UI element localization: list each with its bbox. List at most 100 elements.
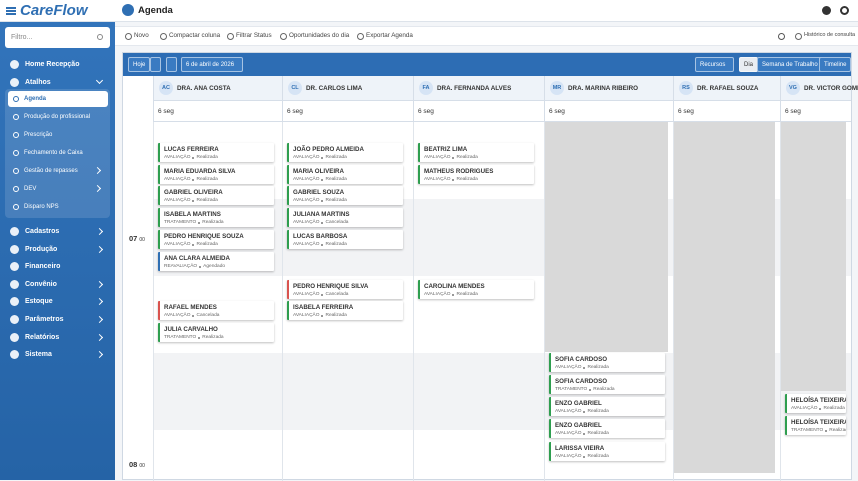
type: AVALIAÇÃO bbox=[293, 313, 320, 318]
view-button[interactable]: Dia bbox=[739, 57, 759, 72]
type: TRATAMENTO bbox=[164, 335, 197, 340]
type: AVALIAÇÃO bbox=[293, 198, 320, 203]
appointment[interactable]: ENZO GABRIEL AVALIAÇÃO Realizada bbox=[549, 419, 665, 438]
submenu-label: Fechamento de Caixa bbox=[24, 150, 83, 156]
status: Realizada bbox=[325, 313, 347, 318]
appointment[interactable]: SOFIA CARDOSO AVALIAÇÃO Realizada bbox=[549, 353, 665, 372]
menu-label: Estoque bbox=[25, 298, 53, 305]
appointment[interactable]: BEATRIZ LIMA AVALIAÇÃO Realizada bbox=[418, 143, 534, 162]
resource-header[interactable]: CL DR. CARLOS LIMA bbox=[282, 76, 413, 101]
menu-toggle[interactable] bbox=[6, 7, 16, 15]
appointment[interactable]: SOFIA CARDOSO TRATAMENTO Realizada bbox=[549, 375, 665, 394]
search[interactable]: Filtro... bbox=[5, 27, 110, 48]
toolbar-button[interactable]: Exportar Agenda bbox=[357, 32, 413, 40]
toolbar: Novo Compactar coluna Filtrar Status Oportu… bbox=[115, 26, 858, 46]
appointment-meta: AVALIAÇÃO Realizada bbox=[164, 155, 274, 160]
patient-name: CAROLINA MENDES bbox=[424, 283, 485, 290]
appointment[interactable]: LUCAS BARBOSA AVALIAÇÃO Realizada bbox=[287, 230, 403, 249]
time-label: 07 00 bbox=[129, 234, 145, 243]
menu-item[interactable]: Convênio bbox=[0, 277, 115, 293]
appointment[interactable]: GABRIEL OLIVEIRA AVALIAÇÃO Realizada bbox=[158, 186, 274, 205]
submenu-label: Gestão de repasses bbox=[24, 168, 78, 174]
appointment[interactable]: ANA CLARA ALMEIDA REAVALIAÇÃO Agendado bbox=[158, 252, 274, 271]
submenu-label: Prescrição bbox=[24, 132, 53, 138]
menu-icon bbox=[10, 262, 19, 271]
resource-header[interactable]: MR DRA. MARINA RIBEIRO bbox=[544, 76, 673, 101]
view-button[interactable]: Semana de Trabalho bbox=[757, 57, 823, 72]
submenu-label: Disparo NPS bbox=[24, 204, 59, 210]
time-label: 08 00 bbox=[129, 460, 145, 469]
patient-name: PEDRO HENRIQUE SOUZA bbox=[164, 233, 244, 240]
account[interactable] bbox=[822, 6, 831, 15]
refresh[interactable] bbox=[778, 33, 785, 40]
appointment[interactable]: HELOÍSA TEIXEIRA AVALIAÇÃO Realizada bbox=[785, 394, 846, 413]
appointment[interactable]: JOÃO PEDRO ALMEIDA AVALIAÇÃO Realizada bbox=[287, 143, 403, 162]
menu-item[interactable]: Home Recepção bbox=[0, 57, 115, 73]
prev-button[interactable] bbox=[150, 57, 161, 72]
submenu-item[interactable]: Fechamento de Caixa bbox=[8, 145, 108, 161]
brand: CareFlow bbox=[20, 2, 88, 19]
menu-item[interactable]: Sistema bbox=[0, 347, 115, 363]
menu-item[interactable]: Estoque bbox=[0, 294, 115, 310]
resources-button[interactable]: Recursos bbox=[695, 57, 734, 72]
appointment[interactable]: PEDRO HENRIQUE SILVA AVALIAÇÃO Cancelada bbox=[287, 280, 403, 299]
appointment[interactable]: ISABELA FERREIRA AVALIAÇÃO Realizada bbox=[287, 301, 403, 320]
avatar: CL bbox=[288, 81, 302, 95]
appointment[interactable]: RAFAEL MENDES AVALIAÇÃO Cancelada bbox=[158, 301, 274, 320]
submenu-icon bbox=[13, 114, 19, 120]
date-picker[interactable]: 6 de abril de 2026 bbox=[181, 57, 243, 72]
appointment[interactable]: PEDRO HENRIQUE SOUZA AVALIAÇÃO Realizada bbox=[158, 230, 274, 249]
patient-name: BEATRIZ LIMA bbox=[424, 146, 468, 153]
menu-item[interactable]: Financeiro bbox=[0, 259, 115, 275]
menu-item[interactable]: Produção bbox=[0, 242, 115, 258]
appointment[interactable]: MARIA EDUARDA SILVA AVALIAÇÃO Realizada bbox=[158, 165, 274, 184]
history-button[interactable]: Histórico de consulta bbox=[795, 32, 855, 40]
chevron bbox=[93, 184, 102, 193]
status: Realizada bbox=[829, 428, 846, 433]
status: Realizada bbox=[456, 177, 478, 182]
appointment[interactable]: HELOÍSA TEIXEIRA TRATAMENTO Realizada bbox=[785, 416, 846, 435]
menu-item[interactable]: Cadastros bbox=[0, 224, 115, 240]
submenu-item[interactable]: Produção do profissional bbox=[8, 109, 108, 125]
toolbar-button[interactable]: Oportunidades do dia bbox=[280, 32, 349, 40]
menu-item[interactable]: Relatórios bbox=[0, 330, 115, 346]
submenu-item[interactable]: DEV bbox=[8, 181, 108, 197]
appointment-meta: AVALIAÇÃO Cancelada bbox=[164, 313, 274, 318]
appointment[interactable]: MATHEUS RODRIGUES AVALIAÇÃO Realizada bbox=[418, 165, 534, 184]
day-label: 6 seg bbox=[153, 101, 282, 122]
next-button[interactable] bbox=[166, 57, 177, 72]
settings[interactable] bbox=[840, 6, 849, 15]
appointment[interactable]: JULIANA MARTINS AVALIAÇÃO Cancelada bbox=[287, 208, 403, 227]
submenu-item[interactable]: Prescrição bbox=[8, 127, 108, 143]
appointment[interactable]: JULIA CARVALHO TRATAMENTO Realizada bbox=[158, 323, 274, 342]
appointment[interactable]: CAROLINA MENDES AVALIAÇÃO Realizada bbox=[418, 280, 534, 299]
type: AVALIAÇÃO bbox=[424, 155, 451, 160]
type: AVALIAÇÃO bbox=[424, 177, 451, 182]
status: Realizada bbox=[196, 177, 218, 182]
toolbar-button[interactable]: Novo bbox=[125, 32, 149, 40]
status: Cancelada bbox=[196, 313, 220, 318]
toolbar-button[interactable]: Filtrar Status bbox=[227, 32, 272, 40]
unavailable-block bbox=[674, 122, 775, 473]
resource-name: DRA. ANA COSTA bbox=[177, 85, 231, 92]
submenu-item[interactable]: Gestão de repasses bbox=[8, 163, 108, 179]
toolbar-button[interactable]: Compactar coluna bbox=[160, 32, 220, 40]
resource-header[interactable]: AC DRA. ANA COSTA bbox=[153, 76, 282, 101]
appointment[interactable]: ISABELA MARTINS TRATAMENTO Realizada bbox=[158, 208, 274, 227]
menu-item[interactable]: Atalhos bbox=[0, 75, 115, 91]
resource-header[interactable]: RS DR. RAFAEL SOUZA bbox=[673, 76, 780, 101]
appointment-meta: AVALIAÇÃO Realizada bbox=[293, 242, 403, 247]
submenu-item[interactable]: Agenda bbox=[8, 91, 108, 107]
view-button[interactable]: Timeline bbox=[819, 57, 852, 72]
today-button[interactable]: Hoje bbox=[128, 57, 151, 72]
appointment[interactable]: MARIA OLIVEIRA AVALIAÇÃO Realizada bbox=[287, 165, 403, 184]
patient-name: LARISSA VIEIRA bbox=[555, 445, 605, 452]
appointment[interactable]: GABRIEL SOUZA AVALIAÇÃO Realizada bbox=[287, 186, 403, 205]
appointment[interactable]: LUCAS FERREIRA AVALIAÇÃO Realizada bbox=[158, 143, 274, 162]
submenu-item[interactable]: Disparo NPS bbox=[8, 199, 108, 215]
resource-header[interactable]: VG DR. VICTOR GOMES bbox=[780, 76, 858, 101]
menu-item[interactable]: Parâmetros bbox=[0, 312, 115, 328]
appointment[interactable]: ENZO GABRIEL AVALIAÇÃO Realizada bbox=[549, 397, 665, 416]
resource-header[interactable]: FA DRA. FERNANDA ALVES bbox=[413, 76, 544, 101]
appointment[interactable]: LARISSA VIEIRA AVALIAÇÃO Realizada bbox=[549, 442, 665, 461]
